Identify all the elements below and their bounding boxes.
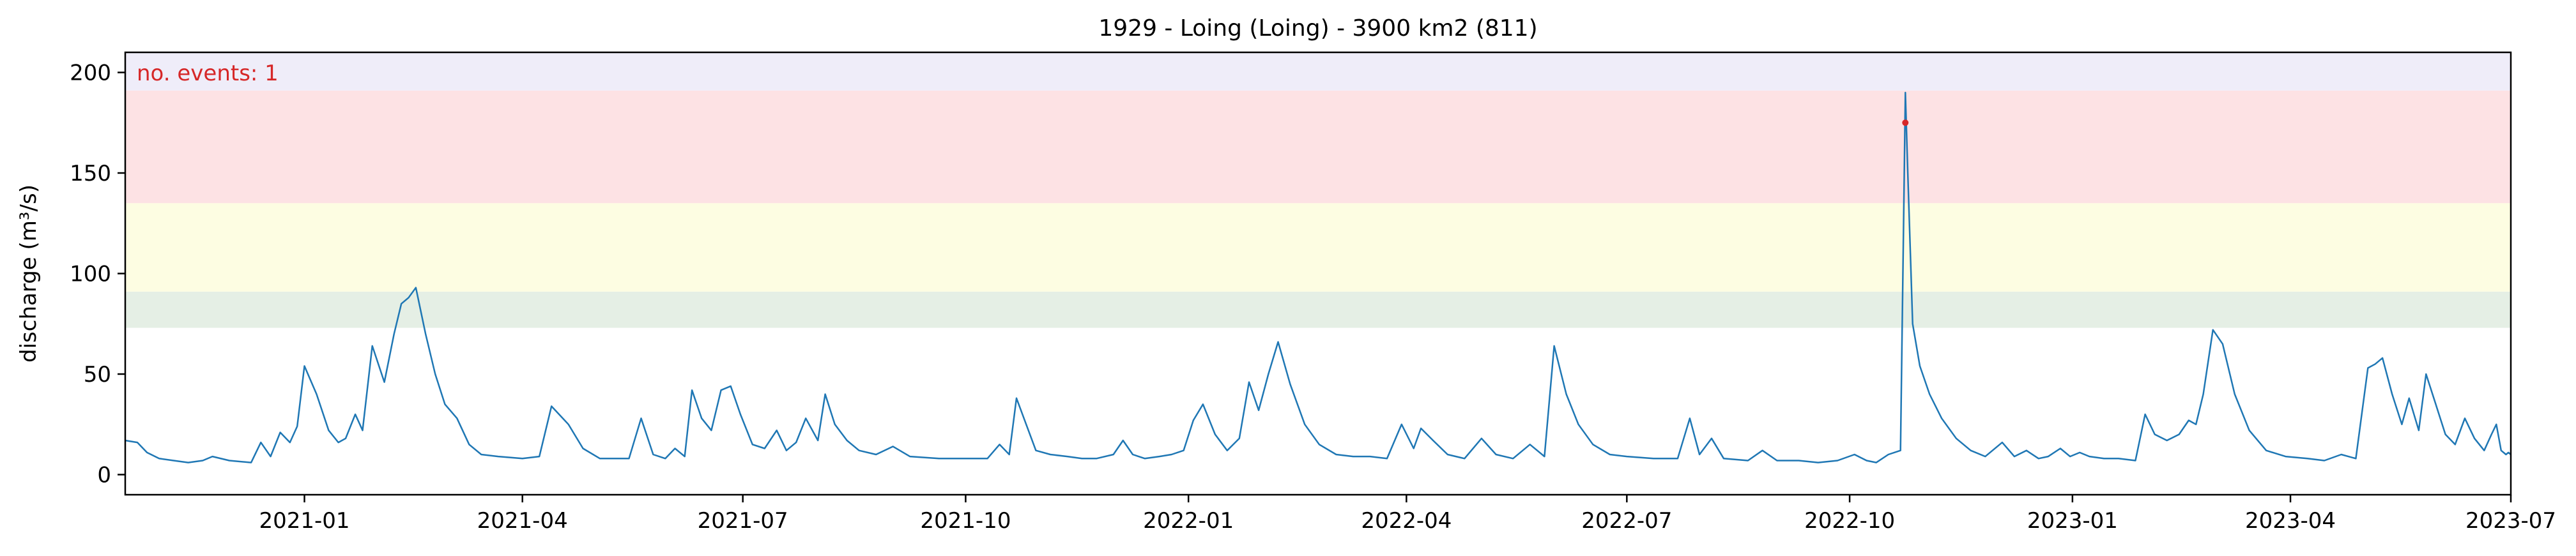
threshold-band [125,203,2511,292]
event-marker [1902,119,1909,126]
marker-layer [1902,119,1909,126]
y-tick-label: 100 [70,262,111,287]
x-tick-label: 2021-04 [477,508,568,534]
x-tick-label: 2021-10 [920,508,1011,534]
discharge-series-line [125,91,2511,463]
events-annotation: no. events: 1 [137,61,279,86]
y-tick-label: 150 [70,161,111,186]
threshold-bands [125,52,2511,328]
threshold-band [125,90,2511,204]
x-tick-label: 2022-01 [1143,508,1234,534]
threshold-band [125,52,2511,91]
x-tick-label: 2021-01 [259,508,349,534]
x-tick-label: 2022-04 [1361,508,1452,534]
y-tick-label: 0 [97,463,111,488]
threshold-band [125,291,2511,328]
x-axis: 2021-01 2021-04 2021-07 2021-10 2022-01 2022-… [259,495,2556,534]
y-tick-label: 200 [70,61,111,86]
series-layer [125,91,2511,463]
x-tick-label: 2023-04 [2245,508,2336,534]
y-tick-label: 50 [84,362,111,387]
y-axis: 0 50 100 150 200 [70,61,125,488]
x-tick-label: 2023-01 [2027,508,2118,534]
x-tick-label: 2022-10 [1804,508,1895,534]
chart-title: 1929 - Loing (Loing) - 3900 km2 (811) [1098,15,1537,41]
x-tick-label: 2023-07 [2465,508,2556,534]
x-tick-label: 2021-07 [698,508,788,534]
y-axis-label: discharge (m³/s) [16,184,42,363]
x-tick-label: 2022-07 [1581,508,1672,534]
